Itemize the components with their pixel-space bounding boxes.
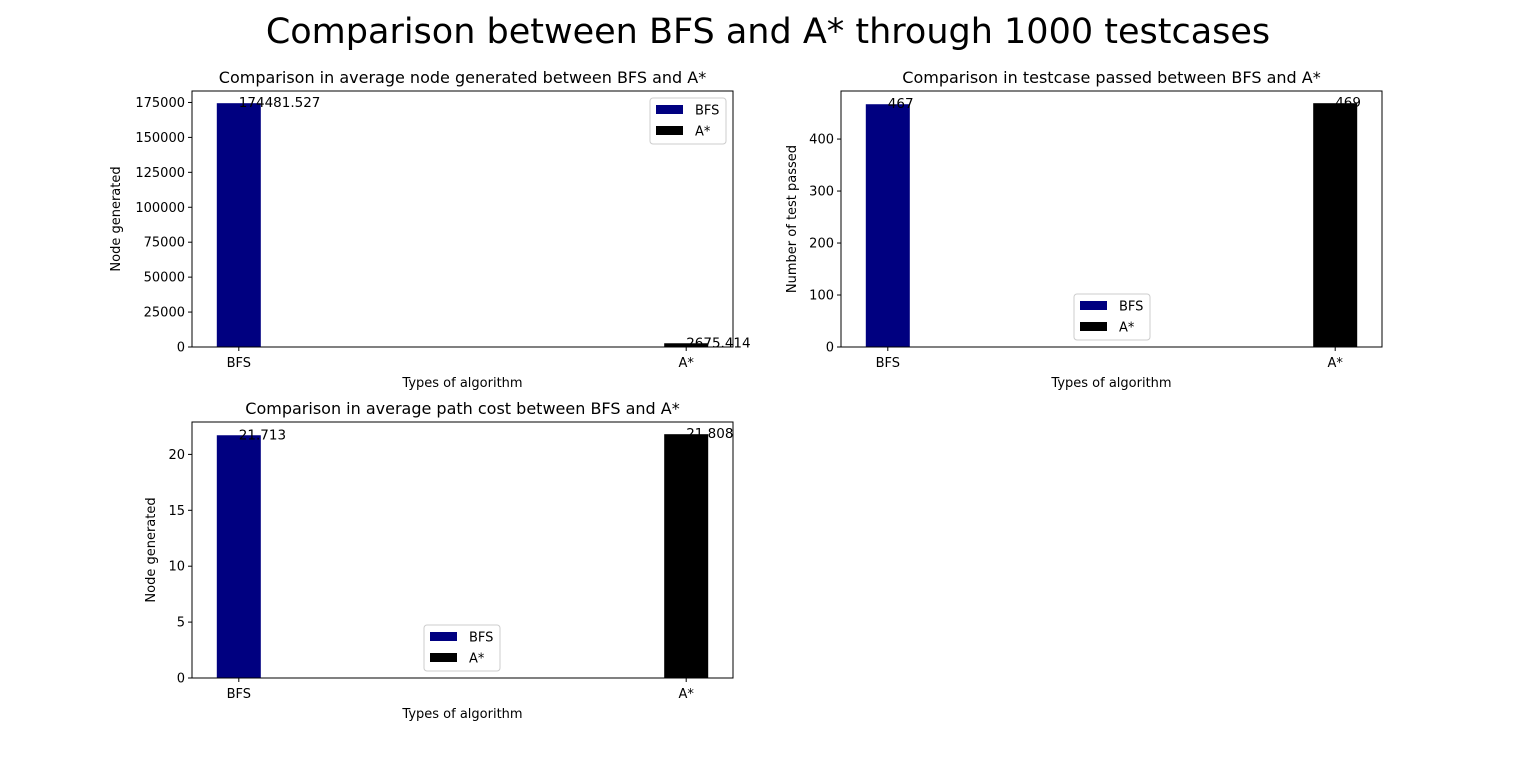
y-axis-label: Number of test passed	[785, 145, 800, 293]
y-tick-label: 400	[809, 133, 834, 148]
bar-astar	[664, 434, 709, 678]
x-axis-label: Types of algorithm	[401, 707, 522, 722]
legend-label: A*	[469, 652, 485, 667]
y-tick-label: 125000	[135, 166, 185, 181]
subplot-title: Comparison in average path cost between …	[245, 399, 679, 418]
legend-swatch	[656, 126, 683, 135]
bar-astar	[664, 343, 709, 347]
legend-swatch	[656, 105, 683, 114]
y-tick-label: 200	[809, 237, 834, 252]
y-tick-label: 175000	[135, 96, 185, 111]
y-tick-label: 0	[177, 341, 185, 356]
y-tick-label: 75000	[144, 236, 185, 251]
legend-label: A*	[1119, 321, 1135, 336]
value-label: 467	[888, 96, 914, 112]
legend-label: BFS	[1119, 300, 1143, 315]
value-label: 174481.527	[239, 95, 321, 111]
y-tick-label: 300	[809, 185, 834, 200]
y-tick-label: 10	[168, 560, 185, 575]
y-tick-label: 0	[826, 341, 834, 356]
x-tick-label: A*	[678, 687, 694, 702]
value-label: 469	[1335, 95, 1361, 111]
value-label: 21.808	[686, 426, 733, 442]
legend: BFS A*	[649, 97, 727, 145]
legend-label: BFS	[469, 631, 493, 646]
x-axis-label: Types of algorithm	[401, 376, 522, 391]
legend-swatch	[430, 653, 457, 662]
y-tick-label: 100000	[135, 201, 185, 216]
x-axis-label: Types of algorithm	[1050, 376, 1171, 391]
x-tick-label: BFS	[227, 356, 251, 371]
bar-bfs	[216, 435, 261, 678]
y-tick-label: 15	[168, 504, 185, 519]
subplot-title: Comparison in average node generated bet…	[219, 68, 706, 87]
x-tick-label: A*	[678, 356, 694, 371]
subplot-node-generated: 174481.527 2675.414 0 25000 50000 75000 100000…	[109, 68, 751, 391]
y-tick-label: 5	[177, 616, 185, 631]
x-tick-label: BFS	[876, 356, 900, 371]
value-label: 21.713	[239, 427, 286, 443]
legend-swatch	[430, 632, 457, 641]
axes-frame	[191, 90, 734, 348]
y-tick-label: 0	[177, 672, 185, 687]
legend: BFS A*	[1073, 293, 1151, 341]
y-tick-label: 50000	[144, 271, 185, 286]
value-label: 2675.414	[686, 335, 750, 351]
y-tick-label: 100	[809, 289, 834, 304]
legend: BFS A*	[423, 624, 501, 672]
subplot-path-cost: 21.713 21.808 0 5 10 15 20 BFS A* Comparison in a…	[144, 399, 734, 722]
bar-bfs	[216, 103, 261, 347]
legend-swatch	[1080, 301, 1107, 310]
bar-astar	[1313, 103, 1358, 347]
y-tick-label: 20	[168, 448, 185, 463]
subplot-title: Comparison in testcase passed between BF…	[902, 68, 1320, 87]
legend-swatch	[1080, 322, 1107, 331]
axes-frame	[840, 90, 1383, 348]
legend-label: BFS	[695, 104, 719, 119]
x-tick-label: BFS	[227, 687, 251, 702]
bar-bfs	[865, 104, 910, 347]
y-tick-label: 25000	[144, 306, 185, 321]
subplot-testcase-passed: 467 469 0 100 200 300 400 BFS A* Comparison in te…	[785, 68, 1383, 391]
figure-suptitle: Comparison between BFS and A* through 10…	[266, 12, 1270, 52]
axes-frame	[191, 421, 734, 679]
y-axis-label: Node generated	[109, 166, 124, 271]
y-axis-label: Node generated	[144, 497, 159, 602]
y-tick-label: 150000	[135, 131, 185, 146]
x-tick-label: A*	[1327, 356, 1343, 371]
legend-label: A*	[695, 125, 711, 140]
